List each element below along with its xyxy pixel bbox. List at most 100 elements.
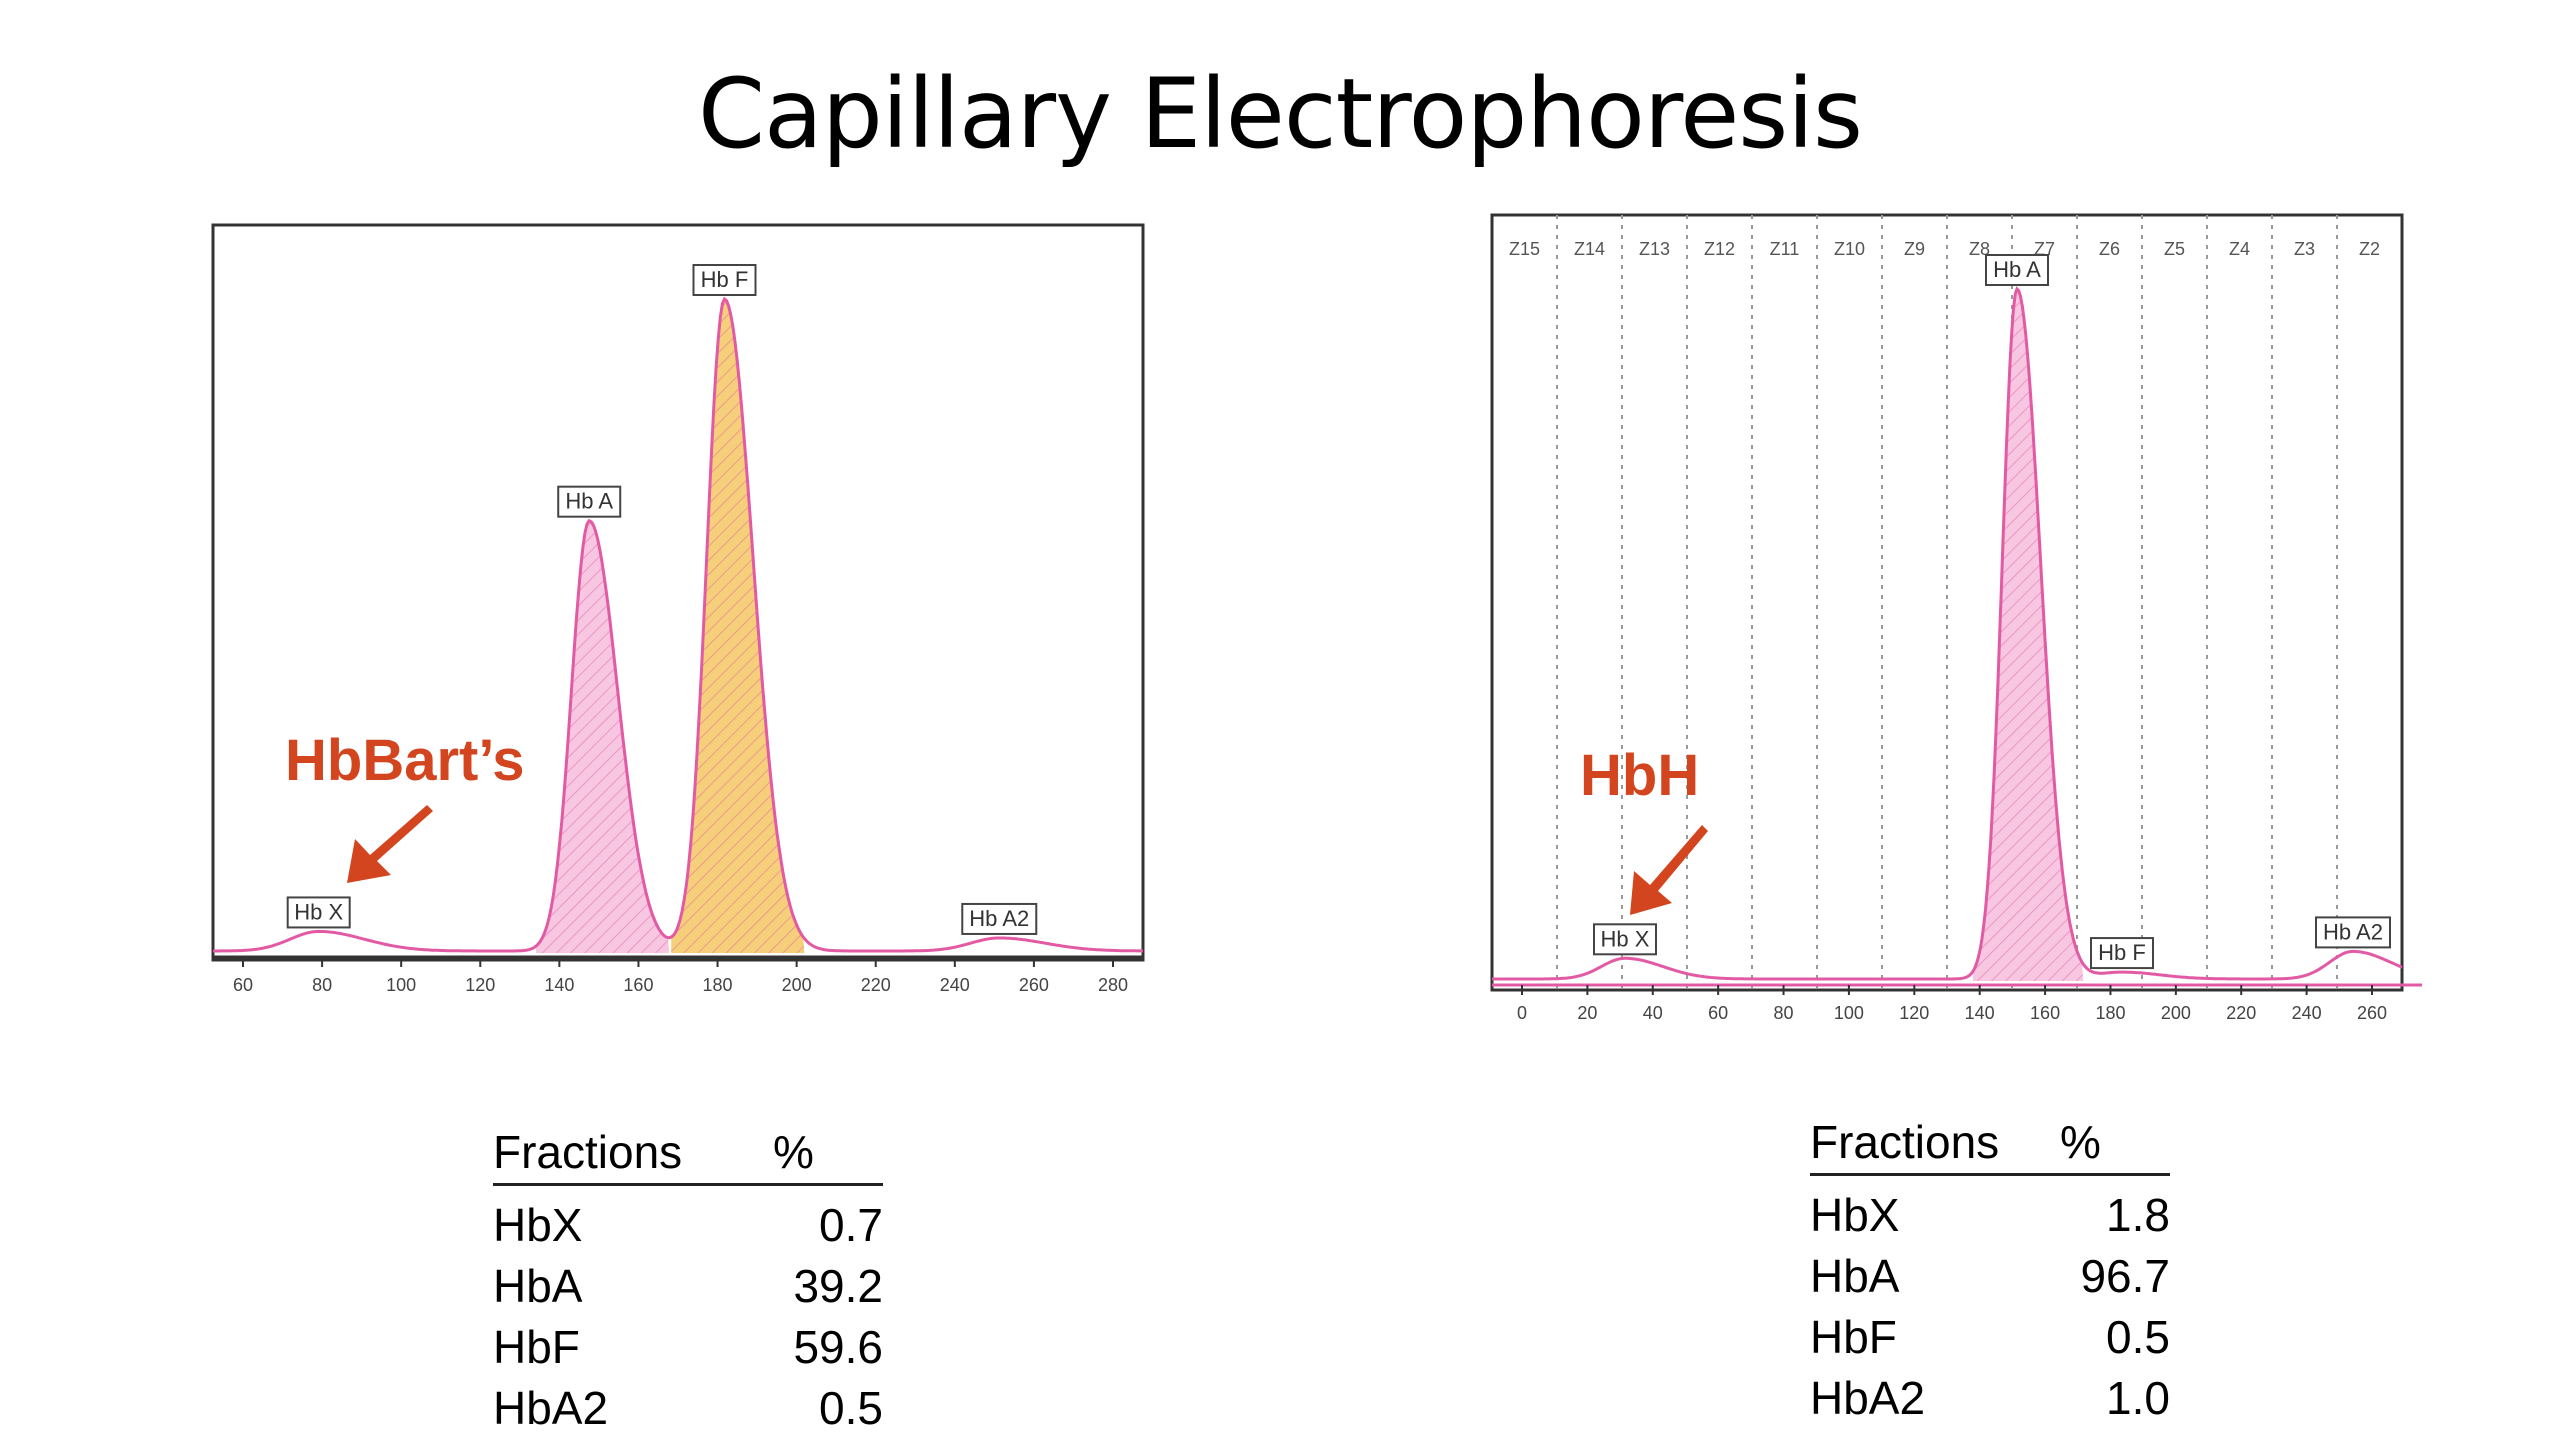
x-tick-label: 100 bbox=[386, 975, 416, 995]
x-tick-label: 80 bbox=[312, 975, 332, 995]
table-header: Fractions % bbox=[493, 1125, 883, 1186]
x-tick-label: 180 bbox=[703, 975, 733, 995]
fraction-value: 0.5 bbox=[819, 1381, 883, 1434]
table-row: HbA 96.7 bbox=[1810, 1245, 2170, 1306]
peak-label-box bbox=[286, 896, 351, 929]
peak-label-box bbox=[2090, 937, 2154, 970]
table-row: HbF 59.6 bbox=[493, 1316, 883, 1377]
trace-line bbox=[213, 296, 1143, 953]
peak-label: Hb F bbox=[701, 267, 749, 292]
trace-line bbox=[1492, 286, 2403, 981]
hbbarts-annotation: HbBart’s bbox=[285, 728, 525, 793]
x-tick-label: 120 bbox=[465, 975, 495, 995]
peak-label-box bbox=[557, 485, 622, 518]
peak-label: Hb A2 bbox=[969, 906, 1029, 931]
percent-header: % bbox=[2060, 1116, 2101, 1168]
x-tick-label: 260 bbox=[1019, 975, 1049, 995]
left-fractions-table: Fractions % HbX 0.7 HbA 39.2 HbF 59.6 HbA2 0… bbox=[493, 1125, 883, 1438]
zone-label: Z15 bbox=[1509, 239, 1540, 259]
fraction-value: 39.2 bbox=[793, 1259, 883, 1312]
x-tick-label: 80 bbox=[1774, 1003, 1794, 1023]
x-tick-label: 200 bbox=[782, 975, 812, 995]
x-tick-label: 120 bbox=[1899, 1003, 1929, 1023]
x-tick-label: 0 bbox=[1517, 1003, 1527, 1023]
peak-label: Hb F bbox=[2098, 940, 2146, 965]
zone-label: Z8 bbox=[1969, 239, 1990, 259]
x-tick-label: 260 bbox=[2357, 1003, 2387, 1023]
plot-frame bbox=[211, 223, 1145, 962]
table-row: HbX 0.7 bbox=[493, 1194, 883, 1255]
zone-label: Z4 bbox=[2229, 239, 2250, 259]
x-tick-label: 220 bbox=[861, 975, 891, 995]
plot-frame bbox=[1490, 213, 2404, 992]
zone-label: Z5 bbox=[2164, 239, 2185, 259]
peak-label: Hb A bbox=[565, 489, 613, 514]
peak-label: Hb X bbox=[1601, 926, 1650, 951]
fraction-value: 96.7 bbox=[2080, 1249, 2170, 1302]
zone-label: Z10 bbox=[1834, 239, 1865, 259]
fraction-value: 1.0 bbox=[2106, 1371, 2170, 1424]
peak-label-box bbox=[961, 902, 1038, 935]
x-tick-label: 160 bbox=[623, 975, 653, 995]
peak-label: Hb A bbox=[1993, 257, 2041, 282]
fraction-value: 1.8 bbox=[2106, 1188, 2170, 1241]
zone-label: Z6 bbox=[2099, 239, 2120, 259]
x-tick-label: 100 bbox=[1834, 1003, 1864, 1023]
fraction-value: 0.5 bbox=[2106, 1310, 2170, 1363]
x-tick-label: 40 bbox=[1643, 1003, 1663, 1023]
annotation-arrow-icon bbox=[1630, 825, 1708, 915]
x-tick-label: 180 bbox=[2095, 1003, 2125, 1023]
table-row: HbX 1.8 bbox=[1810, 1184, 2170, 1245]
fraction-name: HbA bbox=[493, 1259, 583, 1312]
fraction-value: 0.7 bbox=[819, 1198, 883, 1251]
peak-fill bbox=[536, 520, 670, 953]
peak-label: Hb X bbox=[294, 899, 343, 924]
zone-label: Z13 bbox=[1639, 239, 1670, 259]
x-tick-label: 220 bbox=[2226, 1003, 2256, 1023]
hbh-annotation: HbH bbox=[1580, 743, 1699, 808]
zone-label: Z11 bbox=[1770, 239, 1800, 259]
fraction-name: HbF bbox=[493, 1320, 580, 1373]
fraction-name: HbA bbox=[1810, 1249, 1900, 1302]
x-tick-label: 140 bbox=[1965, 1003, 1995, 1023]
peak-label-box bbox=[2315, 916, 2391, 949]
peak-label-box bbox=[1593, 923, 1657, 956]
zone-label: Z9 bbox=[1904, 239, 1925, 259]
percent-header: % bbox=[773, 1126, 814, 1178]
table-row: HbA 39.2 bbox=[493, 1255, 883, 1316]
x-tick-label: 60 bbox=[1708, 1003, 1728, 1023]
slide-title: Capillary Electrophoresis bbox=[698, 58, 1863, 170]
table-row: HbA2 1.0 bbox=[1810, 1367, 2170, 1428]
zone-label: Z14 bbox=[1574, 239, 1605, 259]
left-electropherogram: 60 80 100 120 140 160 180 200 220 240 260 280 Hb X Hb… bbox=[211, 223, 1145, 995]
x-tick-label: 60 bbox=[233, 975, 253, 995]
x-tick-label: 280 bbox=[1098, 975, 1128, 995]
x-tick-label: 20 bbox=[1577, 1003, 1597, 1023]
peak-label-box bbox=[692, 263, 757, 296]
fraction-name: HbA2 bbox=[1810, 1371, 1926, 1424]
annotation-arrow-icon bbox=[347, 805, 433, 883]
right-fractions-table: Fractions % HbX 1.8 HbA 96.7 HbF 0.5 HbA2 1.… bbox=[1810, 1115, 2170, 1428]
fraction-value: 59.6 bbox=[793, 1320, 883, 1373]
table-row: HbA2 0.5 bbox=[493, 1377, 883, 1438]
zone-label: Z2 bbox=[2359, 239, 2380, 259]
zone-label: Z3 bbox=[2294, 239, 2315, 259]
x-tick-label: 160 bbox=[2030, 1003, 2060, 1023]
fraction-name: HbX bbox=[1810, 1188, 1900, 1241]
fraction-name: HbX bbox=[493, 1198, 583, 1251]
peak-label-box bbox=[1985, 253, 2049, 286]
peak-fill bbox=[671, 299, 805, 953]
fraction-name: HbA2 bbox=[493, 1381, 609, 1434]
fractions-header: Fractions bbox=[493, 1126, 683, 1178]
zone-label: Z12 bbox=[1704, 239, 1735, 259]
fractions-header: Fractions bbox=[1810, 1116, 2000, 1168]
x-tick-label: 240 bbox=[940, 975, 970, 995]
table-header: Fractions % bbox=[1810, 1115, 2170, 1176]
right-electropherogram: Z15 Z14 Z13 Z12 Z11 Z10 Z9 Z8 Z7 Z6 Z5 Z4 Z3 Z20 20 40 6… bbox=[1490, 213, 2422, 1023]
table-row: HbF 0.5 bbox=[1810, 1306, 2170, 1367]
x-tick-label: 240 bbox=[2292, 1003, 2322, 1023]
x-tick-label: 200 bbox=[2161, 1003, 2191, 1023]
peak-label: Hb A2 bbox=[2323, 919, 2383, 944]
fraction-name: HbF bbox=[1810, 1310, 1897, 1363]
x-tick-label: 140 bbox=[544, 975, 574, 995]
